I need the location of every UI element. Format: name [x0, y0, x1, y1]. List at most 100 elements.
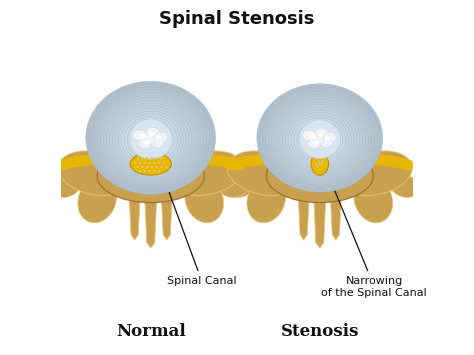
Ellipse shape — [141, 166, 144, 168]
Ellipse shape — [146, 166, 148, 168]
Ellipse shape — [308, 139, 321, 149]
Ellipse shape — [285, 110, 354, 169]
Ellipse shape — [150, 157, 153, 160]
Ellipse shape — [219, 176, 249, 197]
Ellipse shape — [315, 128, 328, 137]
Ellipse shape — [299, 120, 340, 159]
Ellipse shape — [133, 125, 168, 155]
Ellipse shape — [293, 142, 346, 161]
Ellipse shape — [130, 122, 172, 158]
Ellipse shape — [98, 92, 204, 185]
Ellipse shape — [317, 138, 323, 143]
Ellipse shape — [283, 158, 357, 182]
Ellipse shape — [144, 136, 155, 144]
Ellipse shape — [277, 102, 363, 176]
Ellipse shape — [321, 162, 323, 165]
Ellipse shape — [145, 136, 156, 146]
Ellipse shape — [268, 94, 371, 183]
Ellipse shape — [136, 157, 139, 160]
Text: Stenosis: Stenosis — [281, 323, 359, 339]
Ellipse shape — [324, 136, 330, 140]
Ellipse shape — [155, 132, 168, 142]
Ellipse shape — [124, 116, 177, 163]
Ellipse shape — [340, 151, 412, 196]
Ellipse shape — [115, 108, 186, 170]
Ellipse shape — [266, 149, 374, 203]
Ellipse shape — [227, 151, 300, 196]
Text: Narrowing
of the Spinal Canal: Narrowing of the Spinal Canal — [321, 169, 427, 298]
Ellipse shape — [162, 141, 195, 184]
Ellipse shape — [109, 103, 192, 175]
Ellipse shape — [391, 176, 420, 197]
Ellipse shape — [157, 162, 161, 164]
Ellipse shape — [150, 166, 153, 168]
Ellipse shape — [138, 170, 141, 173]
Ellipse shape — [302, 130, 317, 141]
Ellipse shape — [274, 99, 365, 178]
Ellipse shape — [291, 115, 348, 164]
Text: Spinal Canal: Spinal Canal — [161, 170, 237, 286]
Ellipse shape — [265, 92, 374, 185]
Ellipse shape — [331, 141, 364, 184]
Ellipse shape — [129, 119, 172, 159]
Ellipse shape — [86, 81, 216, 194]
Ellipse shape — [151, 138, 164, 148]
Ellipse shape — [263, 89, 377, 187]
Polygon shape — [161, 184, 173, 240]
Ellipse shape — [103, 98, 198, 180]
Ellipse shape — [146, 127, 159, 137]
Ellipse shape — [318, 132, 324, 137]
Ellipse shape — [124, 142, 177, 161]
Ellipse shape — [247, 177, 285, 223]
Ellipse shape — [160, 166, 163, 168]
Ellipse shape — [324, 132, 336, 142]
Ellipse shape — [138, 139, 152, 149]
Ellipse shape — [300, 123, 340, 157]
Ellipse shape — [78, 177, 117, 223]
Ellipse shape — [311, 133, 328, 148]
Ellipse shape — [271, 97, 368, 180]
Ellipse shape — [153, 170, 156, 173]
Polygon shape — [144, 181, 157, 248]
Ellipse shape — [106, 141, 139, 184]
Ellipse shape — [97, 149, 204, 203]
Ellipse shape — [118, 111, 183, 168]
Ellipse shape — [313, 136, 324, 144]
Text: Spinal Stenosis: Spinal Stenosis — [159, 10, 315, 28]
Ellipse shape — [316, 161, 318, 164]
Ellipse shape — [141, 157, 144, 160]
Ellipse shape — [308, 131, 331, 150]
Ellipse shape — [148, 162, 151, 164]
Ellipse shape — [100, 95, 201, 182]
Ellipse shape — [257, 84, 383, 192]
Ellipse shape — [283, 107, 357, 171]
Ellipse shape — [143, 140, 150, 145]
Ellipse shape — [130, 152, 171, 175]
Ellipse shape — [112, 106, 189, 173]
Ellipse shape — [165, 166, 168, 168]
Ellipse shape — [58, 151, 131, 196]
Polygon shape — [128, 184, 141, 240]
Ellipse shape — [146, 157, 148, 160]
Ellipse shape — [149, 132, 155, 137]
Ellipse shape — [319, 164, 321, 167]
Ellipse shape — [134, 162, 137, 164]
Ellipse shape — [113, 158, 188, 182]
Ellipse shape — [127, 119, 174, 160]
Polygon shape — [298, 184, 310, 240]
Ellipse shape — [95, 89, 207, 187]
Ellipse shape — [89, 84, 213, 192]
Ellipse shape — [128, 151, 174, 177]
Ellipse shape — [139, 130, 163, 151]
Ellipse shape — [136, 127, 165, 153]
Ellipse shape — [143, 162, 146, 164]
Ellipse shape — [162, 162, 165, 164]
Ellipse shape — [322, 160, 324, 163]
Ellipse shape — [318, 159, 320, 163]
Ellipse shape — [309, 134, 316, 139]
Ellipse shape — [294, 118, 346, 162]
Ellipse shape — [142, 133, 160, 148]
Ellipse shape — [160, 157, 163, 160]
Ellipse shape — [171, 151, 243, 196]
Ellipse shape — [143, 170, 146, 173]
